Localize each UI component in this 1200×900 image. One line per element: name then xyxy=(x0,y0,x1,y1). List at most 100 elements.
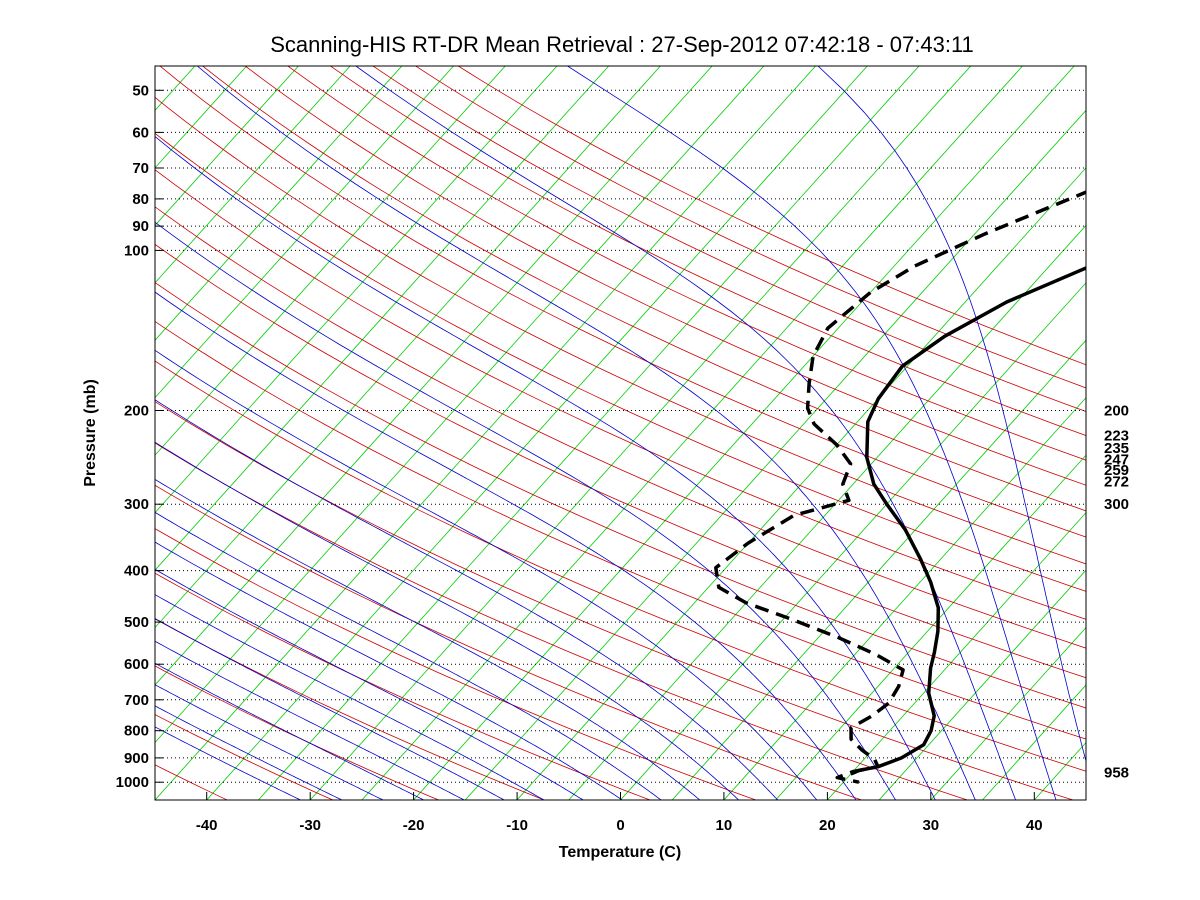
isotherm-line xyxy=(206,66,868,800)
right-pressure-label: 200 xyxy=(1104,403,1129,420)
isotherm-line xyxy=(671,339,1086,800)
isotherm-line xyxy=(155,66,455,399)
dry-adiabat-line xyxy=(155,132,1086,592)
right-pressure-label: 247 xyxy=(1104,451,1129,468)
isotherm-line xyxy=(155,66,351,284)
moist-adiabat-line xyxy=(155,349,818,800)
y-tick-label: 400 xyxy=(124,563,149,580)
y-tick-label: 70 xyxy=(132,160,149,177)
y-tick-label: 800 xyxy=(124,723,149,740)
isotherm-line xyxy=(878,569,1086,800)
moist-adiabat-line xyxy=(355,66,1017,800)
isotherm-line xyxy=(155,66,713,686)
right-pressure-label: 958 xyxy=(1104,764,1129,781)
x-tick-label: 30 xyxy=(922,817,939,834)
moist-adiabat-line xyxy=(155,726,302,800)
right-pressure-label: 259 xyxy=(1104,462,1129,479)
y-tick-label: 60 xyxy=(132,124,149,141)
right-pressure-label: 300 xyxy=(1104,496,1129,513)
x-tick-label: -20 xyxy=(403,817,425,834)
moist-adiabat-line xyxy=(155,136,936,800)
isotherm-line xyxy=(155,66,558,514)
right-pressure-label: 272 xyxy=(1104,474,1129,491)
dry-adiabat-line xyxy=(329,66,1086,437)
dry-adiabat-line xyxy=(287,66,1086,461)
dry-adiabat-line xyxy=(155,401,1075,800)
sounding-profiles xyxy=(714,190,1086,784)
moist-adiabat-line xyxy=(155,478,701,800)
isotherm-line xyxy=(413,66,1075,800)
moist-adiabat-line xyxy=(155,399,779,800)
isotherm-line xyxy=(155,66,610,571)
x-tick-label: -40 xyxy=(196,817,218,834)
right-pressure-label: 223 xyxy=(1104,428,1129,445)
dewpoint-profile-line xyxy=(714,190,1086,784)
isotherm-line xyxy=(257,66,920,800)
moist-adiabat-line xyxy=(155,291,857,800)
moist-adiabat-line xyxy=(155,221,897,800)
y-tick-label: 500 xyxy=(124,614,149,631)
dry-adiabat-line xyxy=(414,66,1086,389)
y-tick-label: 50 xyxy=(132,82,149,99)
dry-adiabat-line xyxy=(155,665,440,800)
dry-adiabat-line xyxy=(372,66,1086,412)
moist-adiabat-line xyxy=(196,66,976,800)
isotherm-line xyxy=(361,66,1024,800)
dry-adiabat-line xyxy=(155,169,1086,620)
isotherm-line xyxy=(155,66,248,169)
x-tick-label: 20 xyxy=(819,817,836,834)
isotherm-line xyxy=(930,626,1086,800)
y-axis-ticks: 50 60 70 80 90 100 200 300 400 500 600 700 800 900 100… xyxy=(116,82,163,791)
temperature-profile-line xyxy=(850,266,1086,776)
moist-adiabat-line xyxy=(155,441,740,800)
dry-adiabat-line xyxy=(457,66,1086,366)
dry-adiabat-line xyxy=(155,442,969,800)
moist-adiabat-line xyxy=(817,66,1086,763)
moist-adiabat-line xyxy=(155,594,545,800)
x-axis-ticks: -40 -30 -20 -10 0 10 20 30 40 xyxy=(196,792,1043,834)
moist-adiabat-line xyxy=(155,511,662,800)
isotherm-line xyxy=(568,224,1086,800)
dry-adiabat-line xyxy=(155,282,1086,709)
isotherm-line xyxy=(155,66,403,341)
y-tick-label: 300 xyxy=(124,496,149,513)
y-tick-label: 200 xyxy=(124,403,149,420)
y-tick-label: 900 xyxy=(124,750,149,767)
y-tick-label: 100 xyxy=(124,242,149,259)
moist-adiabat-line xyxy=(566,66,1057,800)
y-tick-label: 80 xyxy=(132,191,149,208)
moist-adiabat-line xyxy=(155,618,505,800)
moist-adiabat-line xyxy=(155,684,384,800)
dry-adiabat-line xyxy=(159,66,1086,538)
y-axis-label: Pressure (mb) xyxy=(82,379,99,487)
dry-adiabat-line xyxy=(155,320,1086,740)
chart-title: Scanning-HIS RT-DR Mean Retrieval : 27-S… xyxy=(270,32,974,57)
dry-adiabat-line xyxy=(201,66,1086,512)
isotherm-line xyxy=(155,66,299,226)
x-tick-label: -30 xyxy=(299,817,321,834)
y-tick-label: 600 xyxy=(124,656,149,673)
isotherm-line xyxy=(826,512,1086,800)
moist-adiabat-line xyxy=(155,568,584,800)
x-axis-label: Temperature (C) xyxy=(559,844,681,861)
dry-adiabat-line xyxy=(155,528,758,800)
y-tick-label: 700 xyxy=(124,692,149,709)
dry-adiabat-line xyxy=(244,66,1086,486)
isotherm-line xyxy=(775,454,1086,800)
moist-adiabat-line xyxy=(155,705,343,800)
isotherm-line xyxy=(155,66,661,629)
moist-adiabat-lines xyxy=(155,66,1086,800)
x-tick-label: 10 xyxy=(716,817,733,834)
dry-adiabat-line xyxy=(155,96,1086,565)
right-pressure-label: 235 xyxy=(1104,440,1129,457)
isotherm-line xyxy=(723,397,1086,800)
isotherm-line xyxy=(155,66,765,744)
dry-adiabat-line xyxy=(155,484,863,800)
x-tick-label: 40 xyxy=(1026,817,1043,834)
moist-adiabat-line xyxy=(155,541,623,800)
y-tick-label: 1000 xyxy=(116,774,149,791)
dry-adiabat-line xyxy=(155,618,546,800)
moist-adiabat-line xyxy=(155,662,425,800)
